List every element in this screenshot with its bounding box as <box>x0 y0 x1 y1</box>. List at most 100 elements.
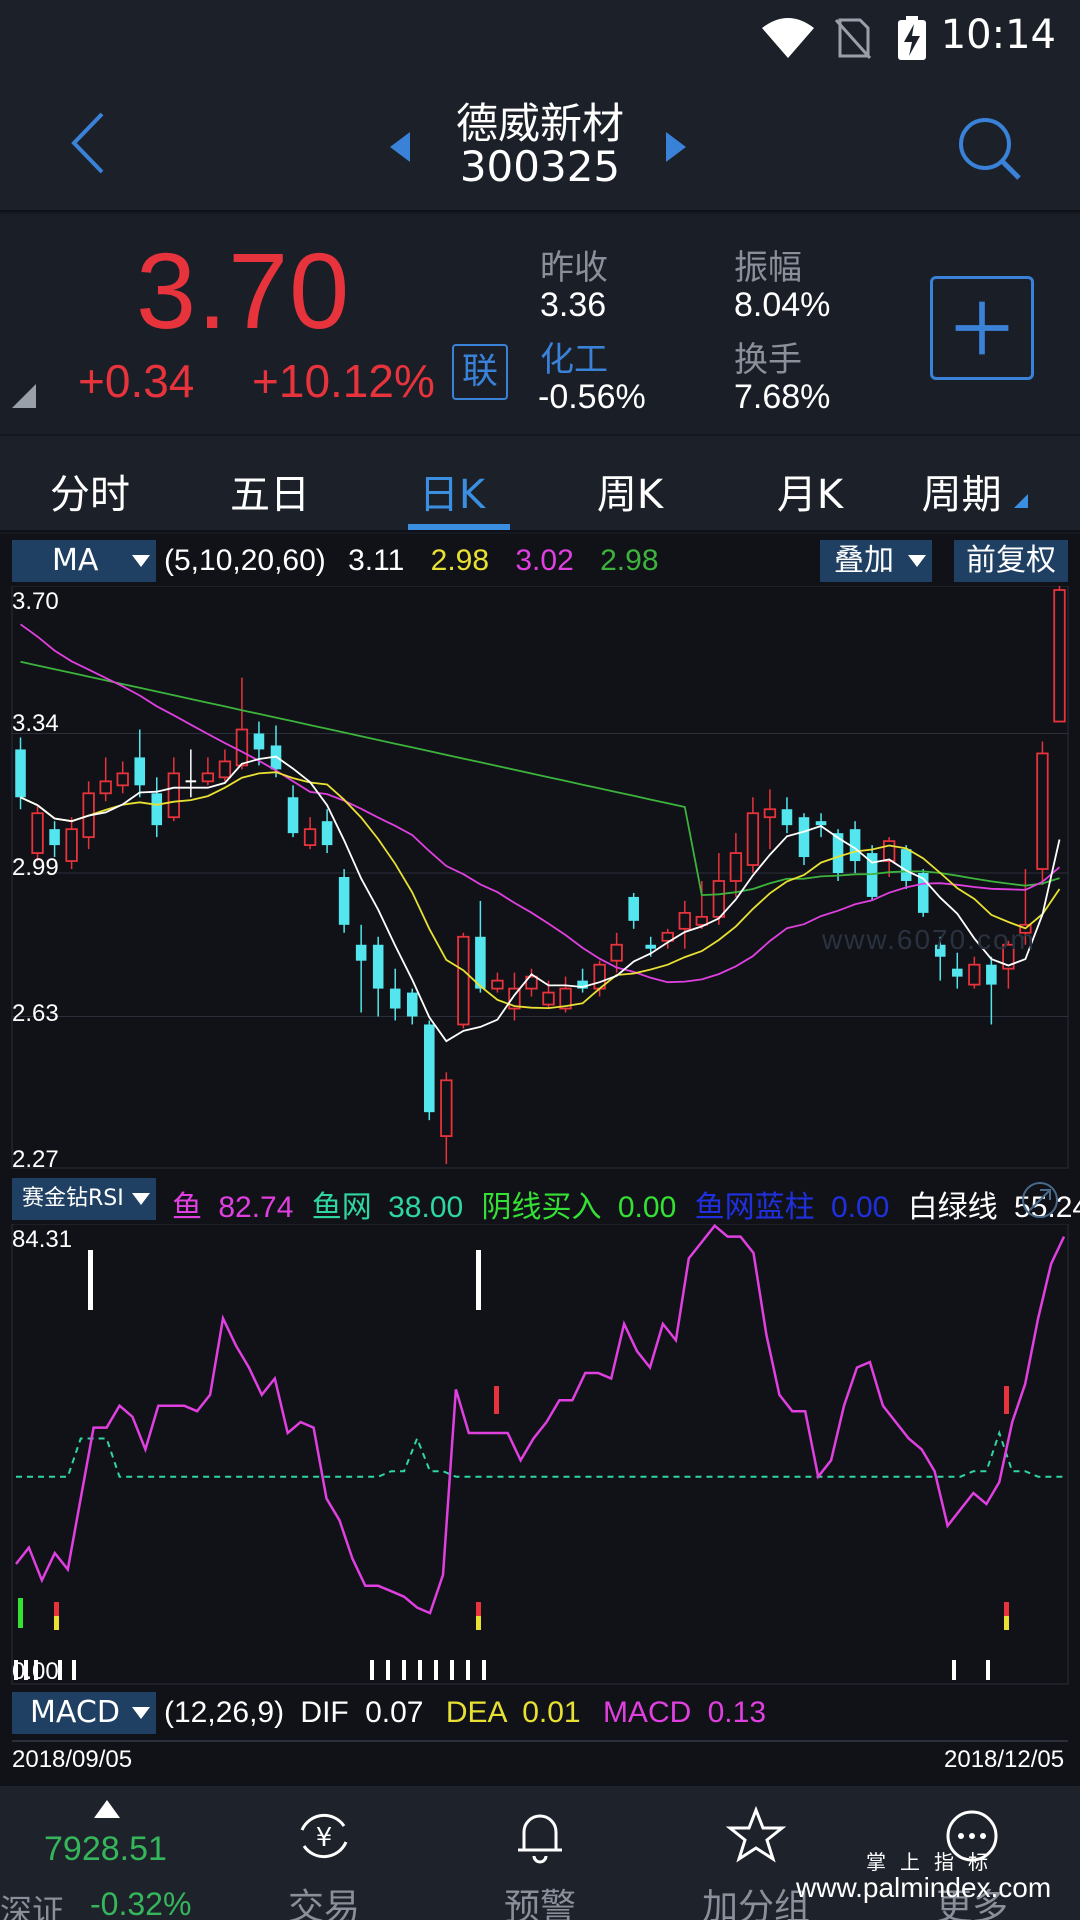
index-ticker[interactable]: 7928.51 深证 -0.32% <box>0 1786 210 1920</box>
quote-panel: 3.70 +0.34 +10.12% 联 昨收 3.36 化工 -0.56% 振… <box>0 214 1080 434</box>
rsi-y-top: 84.31 <box>12 1226 73 1253</box>
tab-weekly-k[interactable]: 周K <box>596 472 664 518</box>
rsi-legend: 鱼 82.74 鱼网 38.00 阴线买入 0.00 鱼网蓝柱 0.00 白绿线… <box>172 1182 1080 1226</box>
ma-selector[interactable]: MA <box>12 540 156 582</box>
candle <box>1036 741 1049 885</box>
ma20-line <box>19 623 1061 984</box>
rsi-marks <box>14 1250 1009 1680</box>
index-change: -0.32% <box>90 1886 192 1920</box>
rsi-selector-label: 赛金钻RSI <box>22 1186 124 1211</box>
related-badge[interactable]: 联 <box>452 344 508 400</box>
candle-body-up <box>65 828 78 862</box>
nav-more[interactable]: 更多 <box>872 1786 1072 1920</box>
tick-bar <box>402 1660 406 1680</box>
tab-five-day[interactable]: 五日 <box>230 472 310 518</box>
candle-body-up <box>1036 752 1049 870</box>
ma-params: (5,10,20,60) <box>164 544 326 577</box>
tab-period[interactable]: 周期 <box>895 462 1055 520</box>
candle <box>151 777 163 838</box>
adjust-button[interactable]: 前复权 <box>954 540 1068 582</box>
macd-macd-label: MACD <box>602 1696 692 1729</box>
candle-body-down <box>253 733 265 750</box>
chevron-down-icon <box>132 555 150 567</box>
candle-body-up <box>99 780 112 795</box>
ma10-value: 2.98 <box>430 544 490 577</box>
up-triangle-icon <box>94 1800 120 1818</box>
candle <box>389 968 401 1021</box>
back-chevron-icon[interactable] <box>62 108 122 178</box>
rsi-net-line <box>16 1429 1064 1478</box>
rsi-net-value: 38.00 <box>388 1191 464 1224</box>
expand-corner-icon[interactable] <box>12 384 36 408</box>
add-watchlist-button[interactable] <box>930 276 1034 380</box>
candle-body-down <box>475 936 486 989</box>
sector-label[interactable]: 化工 <box>540 340 608 380</box>
rsi-buy-value: 0.00 <box>617 1191 677 1224</box>
candle-body-down <box>986 964 997 985</box>
candle-body-down <box>338 876 350 925</box>
battery-charging-icon <box>898 16 926 60</box>
candle-body-down <box>645 944 656 949</box>
y-label-4: 2.63 <box>12 1000 59 1027</box>
candle-body-down <box>321 821 333 846</box>
candle <box>781 797 793 834</box>
signal-bar-small <box>1004 1602 1009 1616</box>
candle-body-down <box>151 793 163 826</box>
rsi-fish-label: 鱼 <box>172 1191 202 1224</box>
brand-watermark-cn: 掌上指标 <box>866 1850 1002 1874</box>
end-date: 2018/12/05 <box>944 1746 1065 1773</box>
candle-body-down <box>832 833 844 874</box>
candle <box>185 749 197 798</box>
y-label-top: 3.70 <box>12 588 59 615</box>
candle <box>491 972 504 993</box>
ma20-value: 3.02 <box>515 544 574 577</box>
candle-body-up <box>457 935 470 1026</box>
header: 德威新材 300325 <box>0 80 1080 212</box>
expand-panel-icon[interactable] <box>1020 1180 1060 1220</box>
search-icon[interactable] <box>955 114 1025 184</box>
tick-bar <box>450 1660 454 1680</box>
candle <box>338 869 350 933</box>
candle-body-down <box>389 988 401 1009</box>
bell-icon <box>518 1814 562 1864</box>
candle <box>406 988 418 1025</box>
divider <box>12 1740 1068 1742</box>
candle-body-down <box>798 817 810 858</box>
rsi-blue-value: 0.00 <box>830 1191 890 1224</box>
nav-alert[interactable]: 预警 <box>440 1786 640 1920</box>
candle-body-down <box>287 797 299 834</box>
tab-daily-k[interactable]: 日K <box>418 472 486 518</box>
rsi-fish-value: 82.74 <box>218 1191 294 1224</box>
next-triangle-icon[interactable] <box>666 132 686 162</box>
ma5-value: 3.11 <box>348 544 405 577</box>
candle-body-up <box>303 828 317 847</box>
tab-monthly-k[interactable]: 月K <box>776 472 844 518</box>
candle-body-up <box>1002 943 1015 970</box>
rsi-selector[interactable]: 赛金钻RSI <box>12 1178 156 1220</box>
kline-chart[interactable] <box>0 586 1080 1170</box>
y-label-2: 3.34 <box>12 710 59 737</box>
nav-add-group[interactable]: 加分组 <box>656 1786 856 1920</box>
candle-body-up <box>729 852 743 882</box>
ma5-line <box>20 755 1061 1043</box>
prev-triangle-icon[interactable] <box>390 132 410 162</box>
rsi-chart[interactable] <box>0 1224 1080 1686</box>
chevron-down-icon <box>132 1707 150 1719</box>
nav-add-group-label: 加分组 <box>701 1887 810 1920</box>
macd-selector[interactable]: MACD <box>12 1692 156 1734</box>
rsi-white-label: 白绿线 <box>907 1191 998 1224</box>
y-label-3: 2.99 <box>12 854 59 881</box>
tab-intraday[interactable]: 分时 <box>50 472 130 518</box>
tick-bar <box>34 1660 38 1680</box>
candle <box>968 956 981 989</box>
candle-body-down <box>424 1024 435 1113</box>
candle-body-down <box>134 757 146 786</box>
candle-body-down <box>15 749 26 798</box>
candle <box>167 757 180 822</box>
ma60-value: 2.98 <box>600 544 659 577</box>
overlay-button[interactable]: 叠加 <box>820 540 932 582</box>
candle-body-up <box>31 812 44 854</box>
rsi-y-bottom: 0.00 <box>12 1658 59 1685</box>
candle <box>661 928 674 949</box>
nav-trade[interactable]: ¥ 交易 <box>224 1786 424 1920</box>
